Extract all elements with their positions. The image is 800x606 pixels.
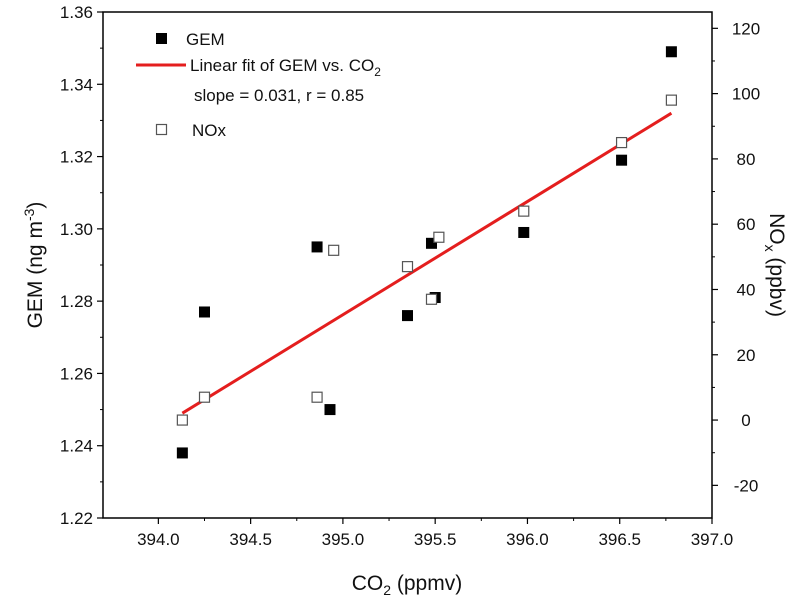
nox-point <box>615 136 628 149</box>
nox-point <box>433 231 445 243</box>
y-left-tick-label: 1.24 <box>60 437 93 456</box>
y-left-tick-label: 1.22 <box>60 509 93 528</box>
y-right-tick-label: 40 <box>737 280 756 299</box>
y-left-tick-label: 1.28 <box>60 292 93 311</box>
nox-point <box>176 414 188 426</box>
x-tick-label: 395.5 <box>414 530 457 549</box>
y-axis-left: 1.22 1.24 1.26 1.28 1.30 1.32 1.34 1.36 <box>60 3 103 528</box>
x-tick-label: 397.0 <box>691 530 734 549</box>
nox-point <box>328 244 340 256</box>
nox-point <box>401 261 414 273</box>
fit-annotation: slope = 0.031, r = 0.85 <box>194 86 364 105</box>
gem-point <box>311 241 323 253</box>
legend-marker-nox <box>155 123 168 136</box>
x-axis-title-sub: 2 <box>383 582 391 598</box>
x-tick-label: 395.0 <box>322 530 365 549</box>
points-layer <box>176 46 678 459</box>
legend-label-fit-sub: 2 <box>374 65 381 79</box>
y-axis-right-title: NOx (ppbv) <box>762 213 788 317</box>
legend-label-nox: NOx <box>192 121 227 140</box>
gem-point <box>176 447 188 459</box>
legend-label-gem: GEM <box>186 30 225 49</box>
nox-point <box>518 205 530 217</box>
nox-point <box>665 94 678 106</box>
y-axis-left-title: GEM (ng m-3) <box>21 202 47 329</box>
gem-point <box>324 404 336 416</box>
gem-point <box>518 226 530 238</box>
y-left-tick-label: 1.30 <box>60 220 93 239</box>
x-tick-label: 394.0 <box>137 530 180 549</box>
gem-point <box>425 237 437 249</box>
legend: GEM Linear fit of GEM vs. CO2 slope = 0.… <box>136 30 381 140</box>
gem-point <box>199 306 210 318</box>
y-right-tick-label: 120 <box>732 19 760 38</box>
nox-point <box>425 293 438 305</box>
x-axis-title: CO2 (ppmv) <box>352 572 462 598</box>
y-left-tick-label: 1.36 <box>60 3 93 22</box>
y-left-tick-label: 1.26 <box>60 364 93 383</box>
x-axis: 394.0 394.5 395.0 395.5 396.0 396.5 397.0 <box>137 518 733 549</box>
y-right-tick-label: -20 <box>734 476 759 495</box>
x-tick-label: 396.5 <box>598 530 641 549</box>
y-right-tick-label: 20 <box>737 346 756 365</box>
y-right-tick-label: 60 <box>737 215 756 234</box>
y-axis-right-title-sub: x <box>762 245 778 252</box>
nox-point <box>198 391 211 403</box>
y-right-tick-label: 80 <box>737 150 756 169</box>
gem-point <box>665 46 677 58</box>
y-axis-left-title-sup: -3 <box>21 208 37 221</box>
x-tick-label: 394.5 <box>229 530 272 549</box>
gem-point <box>616 154 628 166</box>
y-right-tick-label: 100 <box>732 85 760 104</box>
y-left-tick-label: 1.32 <box>60 148 93 167</box>
gem-point <box>402 310 413 322</box>
nox-point <box>311 391 323 403</box>
x-tick-label: 396.0 <box>506 530 549 549</box>
y-left-tick-label: 1.34 <box>60 75 93 94</box>
fit-line <box>181 111 673 415</box>
fit-line-layer <box>181 111 673 415</box>
y-axis-right: -20 0 20 40 60 80 100 120 <box>712 19 760 495</box>
legend-marker-gem <box>156 33 167 44</box>
legend-label-fit: Linear fit of GEM vs. CO2 <box>190 56 381 79</box>
y-right-tick-label: 0 <box>741 411 750 430</box>
